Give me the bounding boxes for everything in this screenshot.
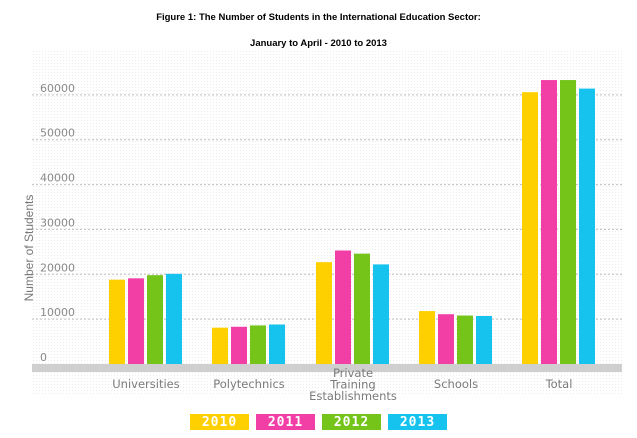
bars <box>109 80 595 364</box>
x-category-label: Training <box>329 378 375 392</box>
bar-2010-private-training-establishments <box>316 262 332 364</box>
bar-2011-total <box>541 80 557 364</box>
legend: 2010 2011 2012 2013 <box>0 414 637 430</box>
bar-2010-schools <box>419 311 435 364</box>
bar-2012-schools <box>457 315 473 364</box>
y-tick-label: 60000 <box>40 82 75 95</box>
bar-2012-polytechnics <box>250 325 266 364</box>
baseline-band <box>32 364 622 372</box>
bar-2013-universities <box>166 273 182 364</box>
x-axis-categories: Universities Polytechnics PrivateTrainingE… <box>112 366 572 403</box>
chart-title-line-2: January to April - 2010 to 2013 <box>250 38 387 49</box>
bar-2010-universities <box>109 279 125 364</box>
bar-2013-schools <box>476 316 492 364</box>
y-tick-label: 0 <box>40 351 47 364</box>
x-category-label: Polytechnics <box>213 377 285 391</box>
y-axis-ticks: 0 10000 20000 30000 40000 50000 60000 <box>40 82 75 364</box>
bar-2011-universities <box>128 278 144 364</box>
legend-item-2013: 2013 <box>388 414 447 430</box>
bar-2011-schools <box>438 314 454 364</box>
bar-2011-private-training-establishments <box>335 250 351 364</box>
y-tick-label: 30000 <box>40 216 75 229</box>
bar-2012-private-training-establishments <box>354 253 370 364</box>
x-category-label: Private <box>333 366 373 380</box>
chart-title-line-1: Figure 1: The Number of Students in the … <box>156 12 481 23</box>
x-category-label: Total <box>545 377 573 391</box>
x-category-label: Schools <box>434 377 478 391</box>
y-axis-label: Number of Students <box>22 195 36 302</box>
x-category-label: Establishments <box>309 389 397 403</box>
bar-2012-universities <box>147 275 163 364</box>
bar-2011-polytechnics <box>231 326 247 364</box>
y-tick-label: 10000 <box>40 306 75 319</box>
y-tick-label: 20000 <box>40 261 75 274</box>
bar-2013-total <box>579 88 595 364</box>
legend-item-2012: 2012 <box>322 414 381 430</box>
bar-2010-polytechnics <box>212 327 228 364</box>
bar-2010-total <box>522 92 538 364</box>
legend-item-2010: 2010 <box>190 414 249 430</box>
y-tick-label: 40000 <box>40 172 75 185</box>
x-category-label: Universities <box>112 377 179 391</box>
bar-2013-private-training-establishments <box>373 264 389 364</box>
y-tick-label: 50000 <box>40 127 75 140</box>
bar-2013-polytechnics <box>269 324 285 364</box>
bar-2012-total <box>560 80 576 364</box>
legend-item-2011: 2011 <box>256 414 315 430</box>
